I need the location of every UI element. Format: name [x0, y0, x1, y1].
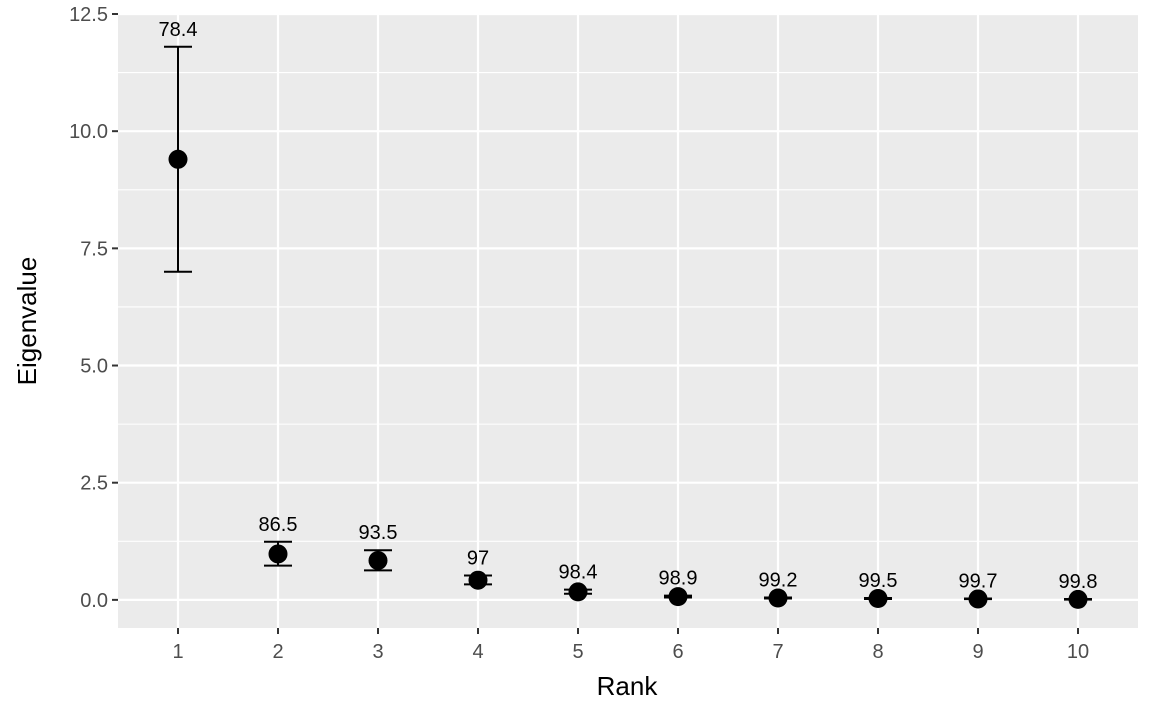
data-label: 93.5	[359, 522, 398, 544]
data-label: 98.4	[559, 562, 598, 584]
x-tick-label: 8	[872, 641, 883, 663]
data-point	[968, 589, 988, 609]
data-point	[468, 570, 488, 590]
x-tick-label: 1	[172, 641, 183, 663]
x-tick-label: 4	[472, 641, 483, 663]
y-tick-label: 10.0	[69, 121, 108, 143]
data-label: 86.5	[259, 514, 298, 536]
plot-panel	[118, 14, 1138, 628]
x-tick-labels: 1 2 3 4 5 6 7 8 9 10	[172, 641, 1089, 663]
data-label: 99.8	[1059, 571, 1098, 593]
data-label: 99.2	[759, 570, 798, 592]
y-tick-labels: 0.0 2.5 5.0 7.5 10.0 12.5	[69, 4, 108, 612]
y-tick-label: 7.5	[80, 238, 108, 260]
data-point	[768, 588, 788, 608]
x-tick-label: 2	[272, 641, 283, 663]
data-label: 97	[467, 548, 489, 570]
x-tick-label: 6	[672, 641, 683, 663]
data-points	[168, 149, 1088, 609]
data-point	[868, 588, 888, 608]
y-tick-label: 5.0	[80, 356, 108, 378]
x-tick-label: 10	[1067, 641, 1089, 663]
x-axis-title: Rank	[597, 671, 659, 701]
y-tick-label: 2.5	[80, 473, 108, 495]
data-point	[568, 582, 588, 602]
axis-ticks	[112, 13, 1079, 634]
data-point	[168, 149, 188, 169]
data-point	[1068, 589, 1088, 609]
data-label: 98.9	[659, 568, 698, 590]
y-tick-label: 0.0	[80, 590, 108, 612]
data-point	[268, 544, 288, 564]
y-tick-label: 12.5	[69, 4, 108, 26]
x-tick-label: 9	[972, 641, 983, 663]
x-tick-label: 3	[372, 641, 383, 663]
x-tick-label: 5	[572, 641, 583, 663]
data-point	[668, 587, 688, 607]
data-label: 78.4	[159, 19, 198, 41]
data-labels: 78.4 86.5 93.5 97 98.4 98.9 99.2 99.5 99.7 99.8	[159, 19, 1098, 593]
y-axis-title: Eigenvalue	[12, 257, 42, 386]
x-tick-label: 7	[772, 641, 783, 663]
data-point	[368, 551, 388, 571]
data-label: 99.7	[959, 570, 998, 592]
data-label: 99.5	[859, 570, 898, 592]
